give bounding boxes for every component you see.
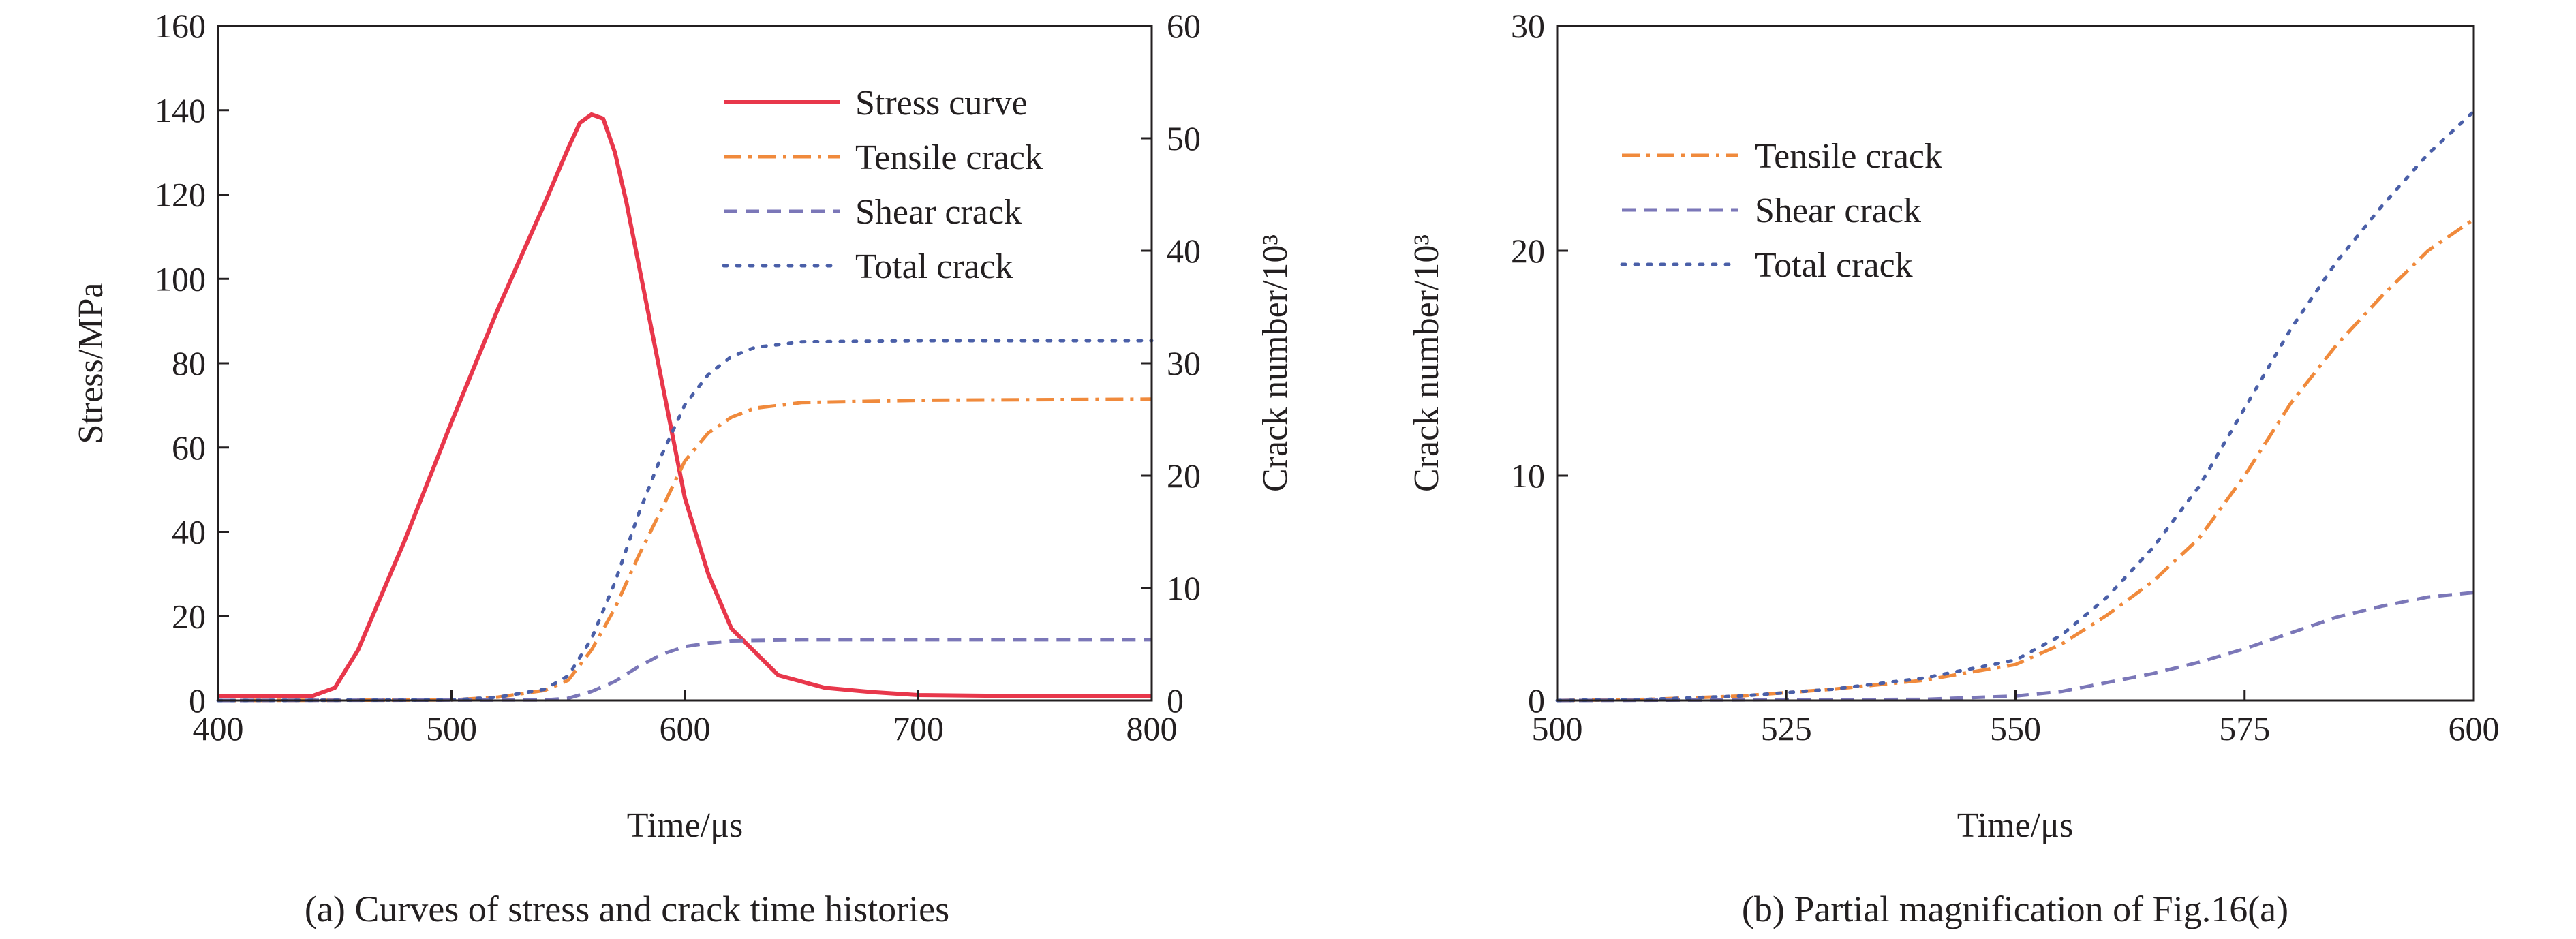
- panel-b-legend: Tensile crack Shear crack Total crack: [1620, 137, 1942, 285]
- panel-b-caption: (b) Partial magnification of Fig.16(a): [1742, 889, 2288, 929]
- legend-label: Tensile crack: [1755, 137, 1942, 176]
- panel-b-y-ticks: 0 10 20 30: [1511, 7, 1568, 720]
- y-tick-label: 30: [1511, 7, 1545, 45]
- panel-b-x-axis-title: Time/μs: [1957, 806, 2073, 845]
- y-tick-label: 0: [1528, 681, 1545, 720]
- y-tick-label: 160: [155, 7, 206, 45]
- series-line-shear-crack: [217, 638, 1152, 703]
- y2-tick-label: 0: [1167, 681, 1184, 720]
- x-tick-label: 800: [1126, 709, 1178, 748]
- panel-b-plot-frame: [1556, 25, 2475, 702]
- y-tick-label: 20: [1511, 232, 1545, 270]
- y-tick-label: 0: [189, 681, 206, 720]
- series-line-tensile-crack: [217, 397, 1152, 703]
- y-tick-label: 100: [155, 260, 206, 298]
- y2-tick-label: 50: [1167, 119, 1201, 157]
- y-tick-label: 20: [172, 597, 206, 635]
- y2-tick-label: 20: [1167, 457, 1201, 495]
- x-tick-label: 500: [1532, 709, 1583, 748]
- legend-label: Shear crack: [1755, 191, 1921, 230]
- panel-a-x-ticks: 400 500 600 700 800: [193, 690, 1178, 748]
- x-tick-label: 400: [193, 709, 244, 748]
- legend-label: Total crack: [855, 247, 1013, 286]
- legend-label: Shear crack: [855, 193, 1022, 232]
- panel-a-plot-frame: [217, 25, 1153, 702]
- y2-tick-label: 60: [1167, 7, 1201, 45]
- series-line-tensile-crack: [1557, 217, 2475, 703]
- legend-label: Tensile crack: [855, 138, 1043, 177]
- y-tick-label: 140: [155, 91, 206, 129]
- y2-tick-label: 30: [1167, 344, 1201, 382]
- y2-tick-label: 40: [1167, 232, 1201, 270]
- y-tick-label: 120: [155, 176, 206, 214]
- x-tick-label: 575: [2219, 709, 2270, 748]
- y-tick-label: 60: [172, 429, 206, 467]
- panel-a-series-layer: [216, 112, 1154, 703]
- x-tick-label: 600: [2449, 709, 2500, 748]
- x-tick-label: 525: [1761, 709, 1812, 748]
- y2-tick-label: 10: [1167, 569, 1201, 607]
- panel-a-caption: (a) Curves of stress and crack time hist…: [305, 889, 949, 929]
- series-line-total-crack: [1555, 109, 2476, 703]
- y-tick-label: 10: [1511, 457, 1545, 495]
- series-line-shear-crack: [1557, 591, 2474, 703]
- panel-a-legend: Stress curve Tensile crack Shear crack Tota…: [722, 84, 1043, 286]
- panel-a-y2-axis-title: Crack number/10³: [1256, 234, 1295, 492]
- panel-a-y-right-ticks: 0 10 20 30 40 50 60: [1141, 7, 1201, 720]
- x-tick-label: 600: [660, 709, 711, 748]
- panel-b-y-axis-title: Crack number/10³: [1407, 234, 1446, 492]
- legend-label: Total crack: [1755, 246, 1913, 285]
- panel-b: 500 525 550 575 600 0 10 20 30 Time/μs Crack nu…: [1407, 7, 2500, 929]
- panel-a-y-axis-title: Stress/MPa: [72, 283, 110, 444]
- panel-a-y-left-ticks: 0 20 40 60 80 100 120 140 160: [155, 7, 229, 720]
- series-line-total-crack: [216, 339, 1154, 703]
- y-tick-label: 40: [172, 513, 206, 551]
- panel-a-x-axis-title: Time/μs: [627, 806, 743, 845]
- series-line-stress-curve: [218, 112, 1152, 698]
- panel-a: 400 500 600 700 800 0 20 40 60 80 100 120 140 160 0 1…: [72, 7, 1295, 929]
- legend-label: Stress curve: [855, 84, 1028, 123]
- panel-b-x-ticks: 500 525 550 575 600: [1532, 690, 2500, 748]
- x-tick-label: 550: [1990, 709, 2041, 748]
- x-tick-label: 500: [426, 709, 477, 748]
- panel-b-series-layer: [1555, 109, 2476, 703]
- x-tick-label: 700: [893, 709, 944, 748]
- y-tick-label: 80: [172, 344, 206, 382]
